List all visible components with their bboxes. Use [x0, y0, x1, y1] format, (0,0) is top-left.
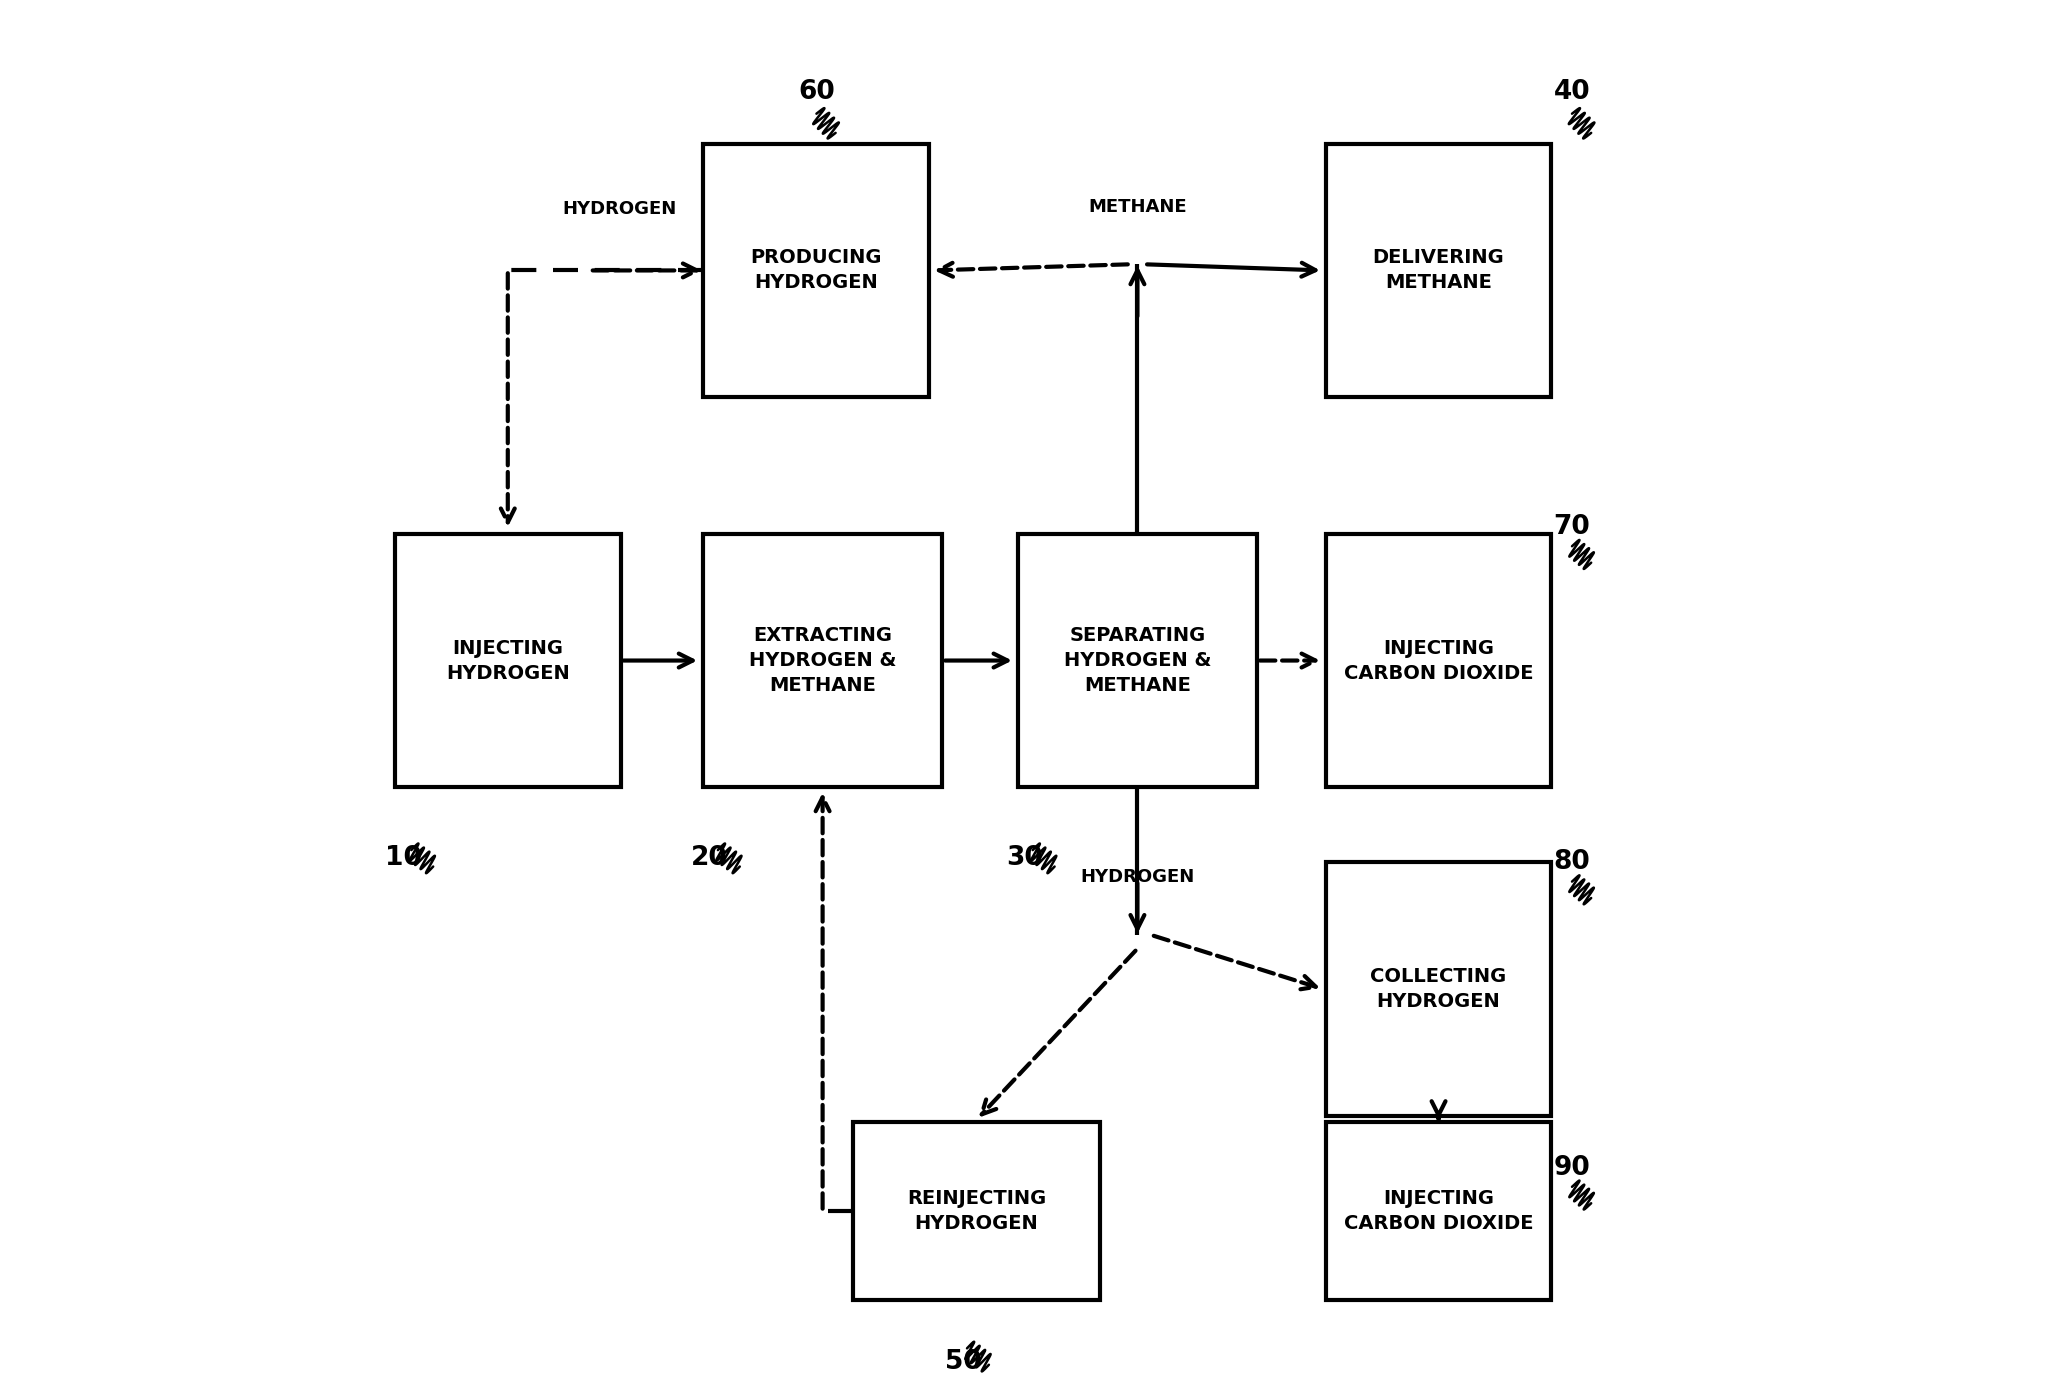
Text: PRODUCING
HYDROGEN: PRODUCING HYDROGEN	[750, 248, 881, 292]
Text: 30: 30	[1006, 845, 1043, 871]
Text: METHANE: METHANE	[1088, 198, 1186, 216]
FancyBboxPatch shape	[395, 535, 621, 787]
Text: REINJECTING
HYDROGEN: REINJECTING HYDROGEN	[908, 1190, 1047, 1234]
Text: COLLECTING
HYDROGEN: COLLECTING HYDROGEN	[1371, 967, 1506, 1011]
FancyBboxPatch shape	[1326, 144, 1551, 397]
Text: HYDROGEN: HYDROGEN	[561, 199, 676, 217]
FancyBboxPatch shape	[1326, 1122, 1551, 1301]
Text: 50: 50	[945, 1349, 981, 1375]
FancyBboxPatch shape	[1018, 535, 1258, 787]
Text: HYDROGEN: HYDROGEN	[1080, 868, 1195, 886]
Text: SEPARATING
HYDROGEN &
METHANE: SEPARATING HYDROGEN & METHANE	[1063, 626, 1211, 695]
FancyBboxPatch shape	[852, 1122, 1100, 1301]
Text: 80: 80	[1553, 849, 1590, 875]
FancyBboxPatch shape	[703, 144, 928, 397]
Text: DELIVERING
METHANE: DELIVERING METHANE	[1373, 248, 1504, 292]
Text: EXTRACTING
HYDROGEN &
METHANE: EXTRACTING HYDROGEN & METHANE	[748, 626, 895, 695]
Text: INJECTING
CARBON DIOXIDE: INJECTING CARBON DIOXIDE	[1344, 1190, 1533, 1234]
Text: INJECTING
HYDROGEN: INJECTING HYDROGEN	[447, 638, 570, 683]
FancyBboxPatch shape	[703, 535, 943, 787]
Text: 10: 10	[385, 845, 422, 871]
FancyBboxPatch shape	[1326, 863, 1551, 1116]
Text: 60: 60	[797, 79, 834, 105]
Text: INJECTING
CARBON DIOXIDE: INJECTING CARBON DIOXIDE	[1344, 638, 1533, 683]
Text: 70: 70	[1553, 514, 1590, 540]
Text: 90: 90	[1553, 1155, 1590, 1180]
Text: 20: 20	[691, 845, 727, 871]
Text: 40: 40	[1553, 79, 1590, 105]
FancyBboxPatch shape	[1326, 535, 1551, 787]
